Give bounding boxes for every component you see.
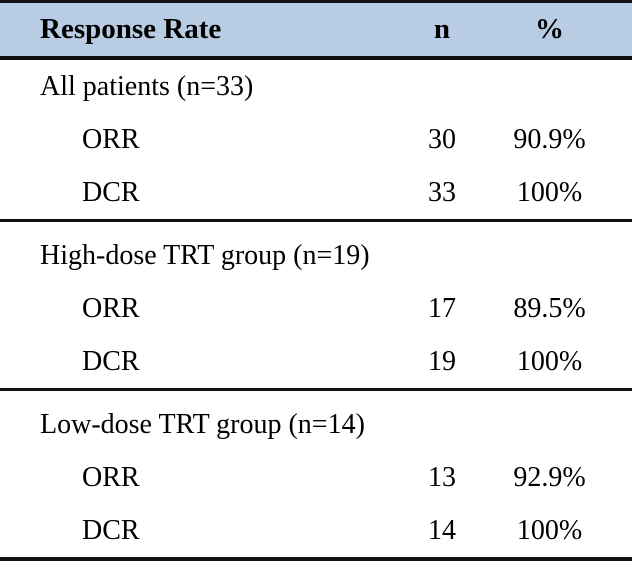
group-label: All patients (n=33) — [40, 70, 254, 102]
group-row-high-dose: High-dose TRT group (n=19) — [0, 229, 632, 282]
header-n: n — [433, 13, 451, 45]
row-label-dcr: DCR — [82, 514, 140, 546]
cell-percent: 100% — [516, 514, 583, 546]
cell-n: 17 — [428, 292, 456, 324]
table-row: ORR 17 89.5% — [0, 282, 632, 335]
group-label: Low-dose TRT group (n=14) — [40, 408, 365, 440]
header-response-rate: Response Rate — [40, 13, 222, 45]
row-label-orr: ORR — [82, 461, 140, 493]
table-row: DCR 19 100% — [0, 335, 632, 388]
cell-n: 13 — [428, 461, 456, 493]
section-all-patients: All patients (n=33) ORR 30 90.9% DCR 33 … — [0, 60, 632, 222]
cell-percent: 90.9% — [513, 123, 586, 155]
table-header-row: Response Rate n % — [0, 3, 632, 60]
cell-n: 14 — [428, 514, 456, 546]
row-label-dcr: DCR — [82, 176, 140, 208]
row-label-orr: ORR — [82, 292, 140, 324]
header-percent: % — [535, 13, 564, 45]
cell-n: 33 — [428, 176, 456, 208]
cell-n: 19 — [428, 345, 456, 377]
cell-percent: 92.9% — [513, 461, 586, 493]
group-row-low-dose: Low-dose TRT group (n=14) — [0, 398, 632, 451]
section-high-dose: High-dose TRT group (n=19) ORR 17 89.5% … — [0, 222, 632, 391]
table-row: DCR 14 100% — [0, 504, 632, 557]
table-row: ORR 30 90.9% — [0, 113, 632, 166]
table-row: ORR 13 92.9% — [0, 451, 632, 504]
cell-percent: 100% — [516, 345, 583, 377]
table-row: DCR 33 100% — [0, 166, 632, 219]
cell-percent: 100% — [516, 176, 583, 208]
group-label: High-dose TRT group (n=19) — [40, 239, 370, 271]
section-low-dose: Low-dose TRT group (n=14) ORR 13 92.9% D… — [0, 391, 632, 557]
row-label-dcr: DCR — [82, 345, 140, 377]
group-row-all-patients: All patients (n=33) — [0, 60, 632, 113]
row-label-orr: ORR — [82, 123, 140, 155]
cell-n: 30 — [428, 123, 456, 155]
cell-percent: 89.5% — [513, 292, 586, 324]
response-rate-table: Response Rate n % All patients (n=33) OR… — [0, 0, 632, 561]
